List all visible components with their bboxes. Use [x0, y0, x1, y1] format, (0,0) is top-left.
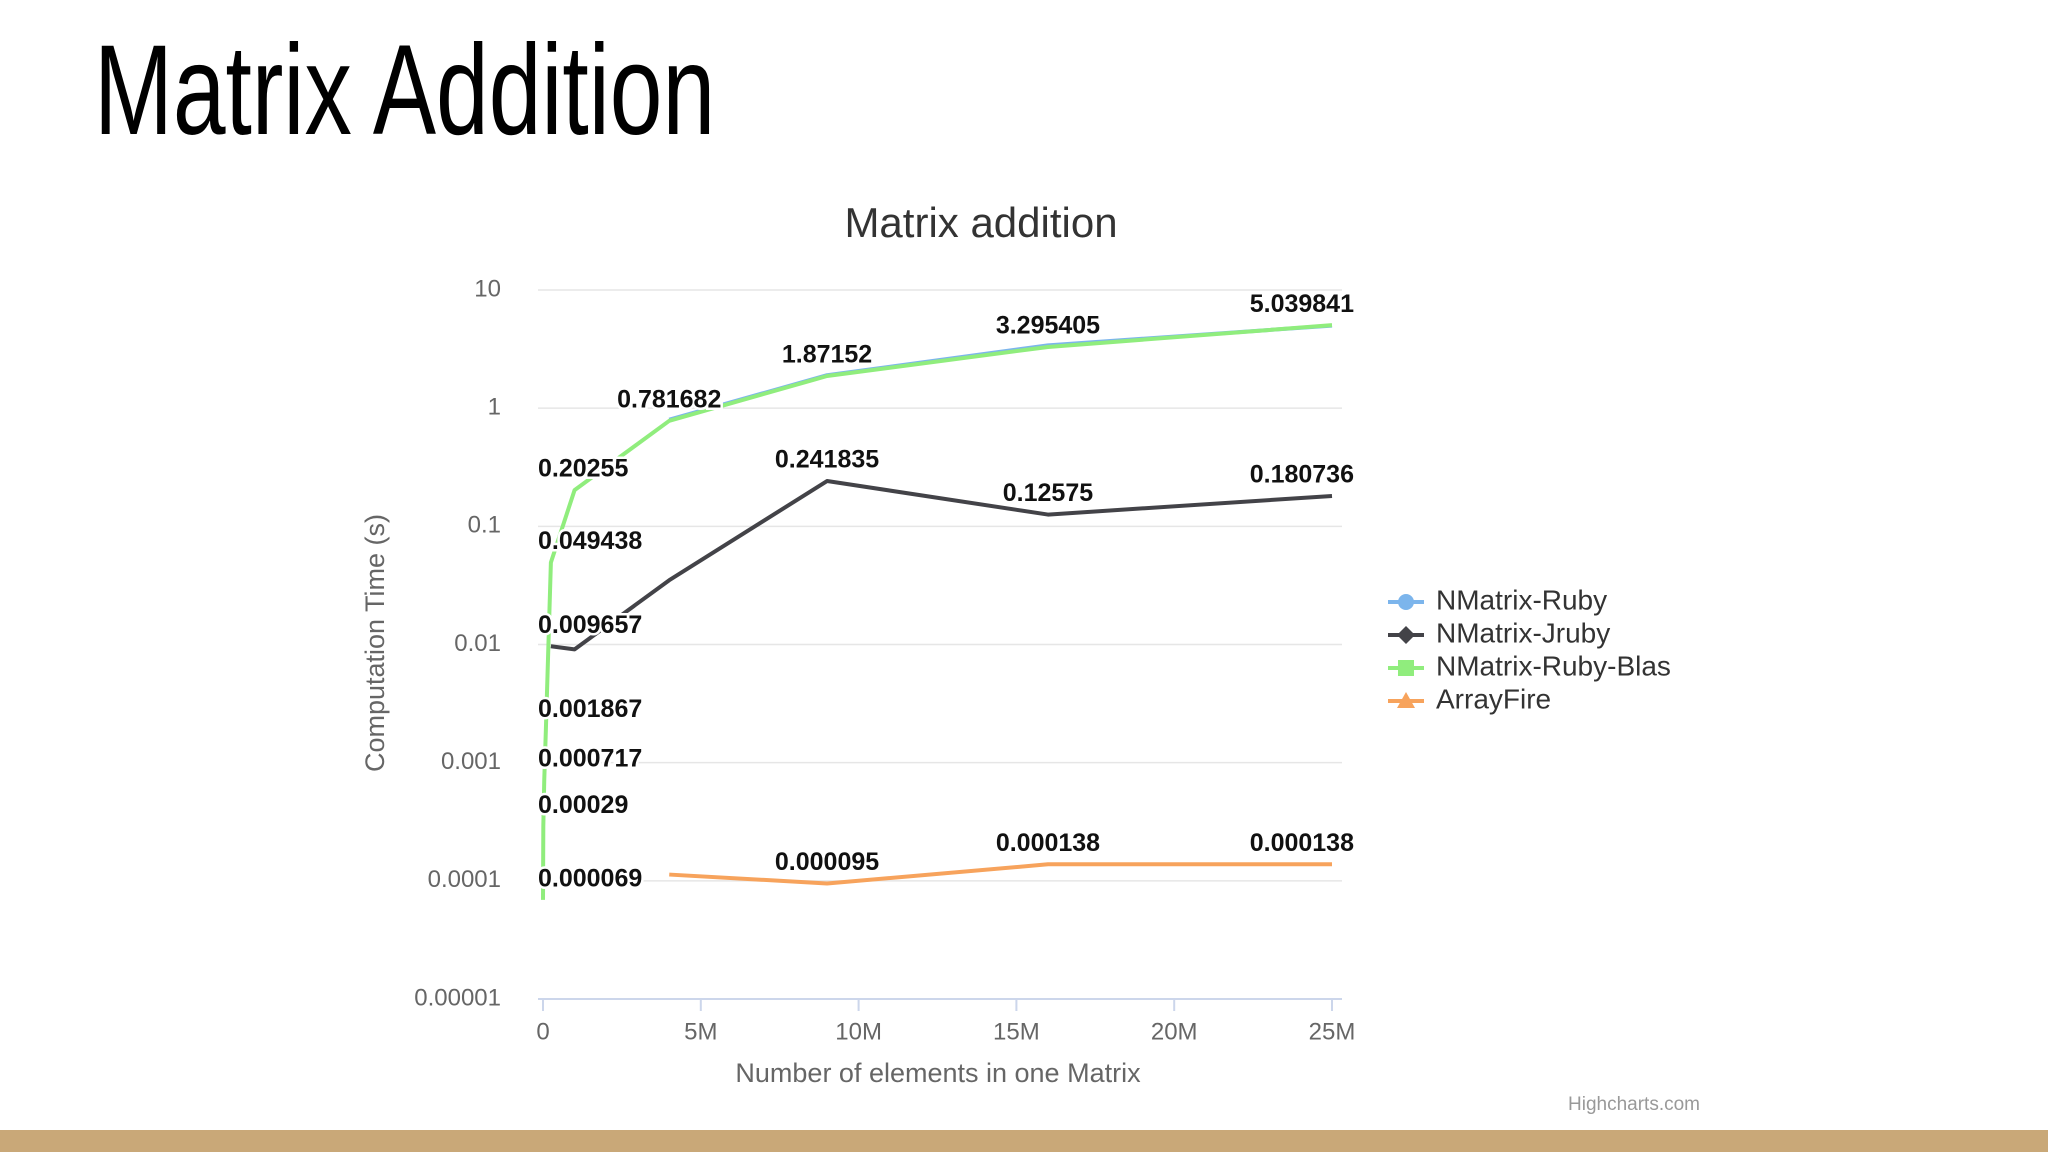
x-tick-label: 5M	[684, 1018, 717, 1045]
data-label: 0.000095	[775, 848, 879, 876]
y-axis-label: Computation Time (s)	[360, 514, 390, 772]
data-label: 0.180736	[1250, 461, 1354, 489]
data-label: 0.049438	[538, 527, 642, 555]
y-tick-label: 0.0001	[428, 866, 501, 893]
x-tick-label: 10M	[835, 1018, 882, 1045]
x-axis-label: Number of elements in one Matrix	[735, 1058, 1141, 1088]
data-label: 0.000138	[996, 829, 1100, 857]
slide-title: Matrix Addition	[94, 18, 715, 161]
data-label: 0.241835	[775, 446, 879, 474]
legend-marker	[1398, 594, 1414, 610]
series-line	[550, 479, 1333, 652]
x-tick-label: 15M	[993, 1018, 1040, 1045]
legend-label: ArrayFire	[1436, 683, 1551, 714]
legend-label: NMatrix-Ruby-Blas	[1436, 650, 1671, 681]
data-label: 0.001867	[538, 695, 642, 723]
series-line	[669, 862, 1332, 886]
data-label: 0.20255	[538, 455, 628, 483]
y-tick-label: 0.1	[468, 512, 501, 539]
data-label: 0.009657	[538, 611, 642, 639]
data-label: 0.000069	[538, 864, 642, 892]
x-tick-label: 0	[536, 1018, 549, 1045]
series-line	[541, 323, 1333, 900]
data-label: 5.039841	[1250, 290, 1354, 318]
data-label: 0.00029	[538, 791, 628, 819]
data-label: 3.295405	[996, 312, 1100, 340]
legend-label: NMatrix-Ruby	[1436, 584, 1607, 615]
y-tick-label: 10	[474, 275, 501, 302]
chart-title: Matrix addition	[844, 199, 1117, 246]
legend-marker	[1397, 626, 1415, 644]
y-tick-label: 1	[488, 394, 501, 421]
legend-marker	[1398, 660, 1414, 676]
data-label: 0.781682	[617, 385, 721, 413]
credit: Highcharts.com	[1568, 1094, 1700, 1115]
legend-label: NMatrix-Jruby	[1436, 617, 1610, 648]
data-label: 0.000717	[538, 744, 642, 772]
data-label: 0.12575	[1003, 479, 1093, 507]
y-tick-label: 0.00001	[414, 984, 501, 1011]
data-label: 0.000138	[1250, 829, 1354, 857]
x-tick-label: 20M	[1151, 1018, 1198, 1045]
legend-marker	[1397, 692, 1415, 708]
y-tick-label: 0.01	[454, 630, 501, 657]
footer-bar	[0, 1130, 2048, 1152]
data-label: 1.87152	[782, 341, 872, 369]
y-tick-label: 0.001	[441, 748, 501, 775]
x-tick-label: 25M	[1309, 1018, 1356, 1045]
